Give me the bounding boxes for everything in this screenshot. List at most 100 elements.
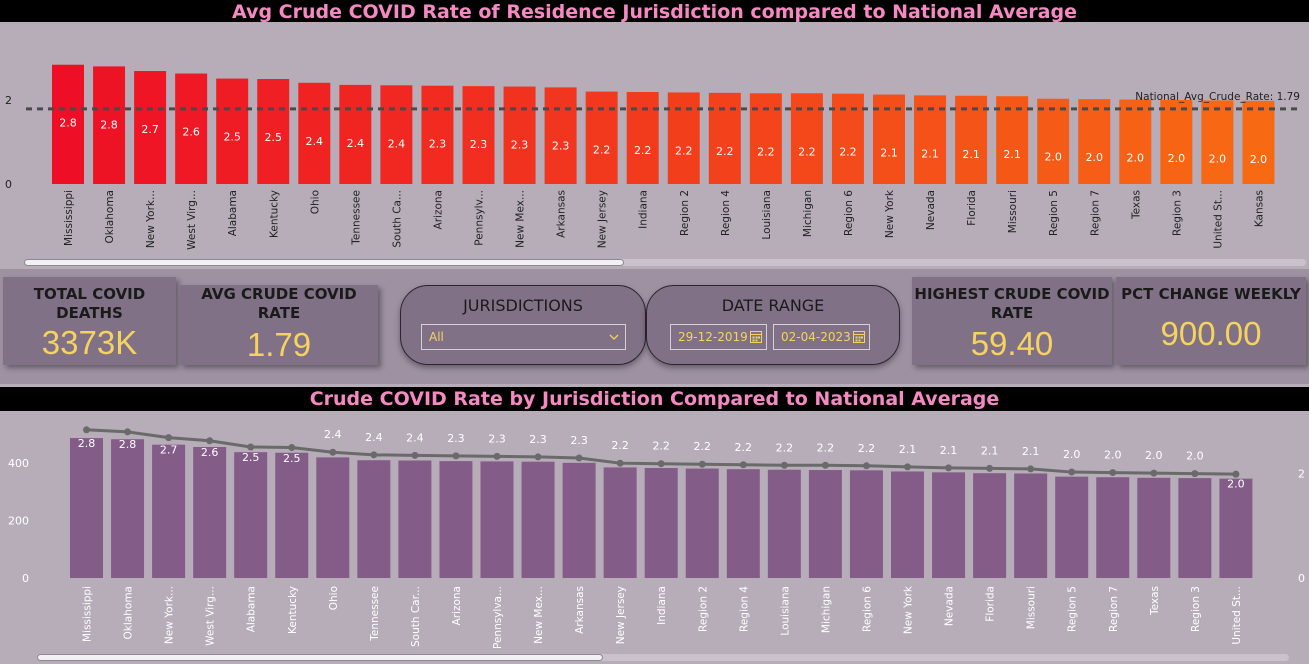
rate-data-label: 2.2 <box>694 440 712 453</box>
top-chart-title: Avg Crude COVID Rate of Residence Jurisd… <box>232 1 1077 23</box>
bar-data-label: 2.2 <box>839 146 857 159</box>
bar-data-label: 2.3 <box>429 138 447 151</box>
bottom-scrollbar-thumb[interactable] <box>37 654 603 661</box>
x-tick-label: Tennessee <box>350 190 362 246</box>
x-tick-label: Nevada <box>925 190 937 230</box>
bar <box>398 460 432 578</box>
x-tick-label: Texas <box>1149 586 1161 616</box>
highest-rate-card[interactable]: HIGHEST CRUDE COVID RATE 59.40 <box>912 277 1112 365</box>
bar-data-label: 2.0 <box>1250 153 1268 166</box>
bar <box>932 472 966 578</box>
rate-data-label: 2.2 <box>858 442 876 455</box>
bar <box>603 467 637 578</box>
rate-data-label: 2.4 <box>406 431 424 444</box>
rate-point <box>247 443 255 451</box>
bar-data-label: 2.2 <box>675 144 693 157</box>
right-y-tick-label: 2 <box>1298 468 1305 481</box>
x-tick-label: Alabama <box>246 586 258 632</box>
rate-point <box>452 452 460 460</box>
pct-change-card[interactable]: PCT CHANGE WEEKLY 900.00 <box>1116 277 1306 365</box>
x-tick-label: Region 2 <box>697 586 709 632</box>
x-tick-label: Arizona <box>432 190 444 229</box>
x-tick-label: Kansas <box>1253 190 1265 227</box>
jurisdictions-slicer: JURISDICTIONS All <box>400 285 646 365</box>
bar <box>1037 98 1070 184</box>
x-tick-label: Alabama <box>227 190 239 236</box>
rate-point <box>206 437 214 445</box>
x-tick-label: Texas <box>1130 190 1142 220</box>
x-tick-label: Region 6 <box>861 586 873 632</box>
rate-point <box>575 454 583 462</box>
x-tick-label: Pennsylv... <box>474 190 486 246</box>
x-tick-label: South Ca... <box>391 190 403 248</box>
jurisdictions-dropdown[interactable]: All <box>421 324 626 350</box>
end-date-input[interactable]: 02-04-2023 <box>773 324 870 350</box>
bar <box>667 92 700 184</box>
x-tick-label: Ohio <box>309 190 321 214</box>
rate-data-label: 2.4 <box>324 428 342 441</box>
x-tick-label: Kentucky <box>268 190 280 238</box>
bar <box>439 461 473 578</box>
bar <box>1160 100 1193 184</box>
x-tick-label: Region 7 <box>1108 586 1120 632</box>
bar-data-label: 2.1 <box>1003 148 1021 161</box>
x-tick-label: Michigan <box>802 190 814 237</box>
bar <box>1078 99 1111 184</box>
x-tick-label: Region 4 <box>720 190 732 236</box>
bar <box>544 87 577 184</box>
bar-data-label: 2.2 <box>634 144 652 157</box>
rate-data-label: 2.3 <box>488 432 506 445</box>
avg-rate-card[interactable]: AVG CRUDE COVID RATE 1.79 <box>180 285 378 365</box>
rate-point <box>1109 469 1117 477</box>
x-tick-label: Pennsylva... <box>492 586 504 649</box>
bar-data-label: 2.6 <box>182 126 200 139</box>
top-scrollbar-track[interactable] <box>24 259 1306 266</box>
x-tick-label: South Car... <box>410 586 422 647</box>
top-scrollbar-thumb[interactable] <box>24 259 624 266</box>
bar-data-label: 2.4 <box>388 137 406 150</box>
bar <box>1242 100 1275 184</box>
end-date-value: 02-04-2023 <box>781 330 851 344</box>
bar <box>503 86 536 184</box>
bar-data-label: 2.3 <box>552 139 570 152</box>
rate-data-label: 2.0 <box>1145 449 1163 462</box>
x-tick-label: Kentucky <box>287 586 299 634</box>
rate-point <box>821 461 829 469</box>
date-range-slicer: DATE RANGE 29-12-2019 02-04-2023 <box>646 285 900 365</box>
x-tick-label: Region 2 <box>679 190 691 236</box>
avg-rate-label: AVG CRUDE COVID RATE <box>201 285 357 322</box>
rate-point <box>288 444 296 452</box>
bar <box>790 93 823 184</box>
rate-point <box>1191 470 1199 478</box>
bar <box>234 452 268 578</box>
bar-data-label: 2.0 <box>1168 152 1186 165</box>
calendar-icon[interactable] <box>853 330 865 343</box>
bar <box>480 461 514 578</box>
x-tick-label: Arkansas <box>574 586 586 634</box>
bar <box>357 460 391 578</box>
bar <box>973 473 1007 578</box>
date-range-label: DATE RANGE <box>721 296 825 315</box>
x-tick-label: Indiana <box>656 586 668 625</box>
x-tick-label: Oklahoma <box>104 190 116 243</box>
bar <box>339 84 372 184</box>
left-y-tick-label: 200 <box>8 514 29 527</box>
rate-point <box>124 428 132 436</box>
rate-data-label: 2.1 <box>1022 445 1040 458</box>
rate-data-label: 2.5 <box>283 452 301 465</box>
total-deaths-card[interactable]: TOTAL COVID DEATHS 3373K <box>3 277 176 365</box>
calendar-icon[interactable] <box>750 330 762 343</box>
rate-data-label: 2.1 <box>981 444 999 457</box>
bar <box>955 95 988 184</box>
total-deaths-label: TOTAL COVID DEATHS <box>33 285 146 322</box>
rate-data-label: 2.8 <box>119 438 137 451</box>
bottom-scrollbar-track[interactable] <box>37 654 1289 661</box>
rate-data-label: 2.0 <box>1227 478 1245 491</box>
bar-data-label: 2.5 <box>265 131 283 144</box>
bar-data-label: 2.2 <box>757 145 775 158</box>
x-tick-label: West Virg... <box>186 190 198 250</box>
rate-point <box>493 452 501 460</box>
x-tick-label: Region 6 <box>843 190 855 236</box>
start-date-input[interactable]: 29-12-2019 <box>670 324 767 350</box>
bar <box>1014 473 1048 578</box>
